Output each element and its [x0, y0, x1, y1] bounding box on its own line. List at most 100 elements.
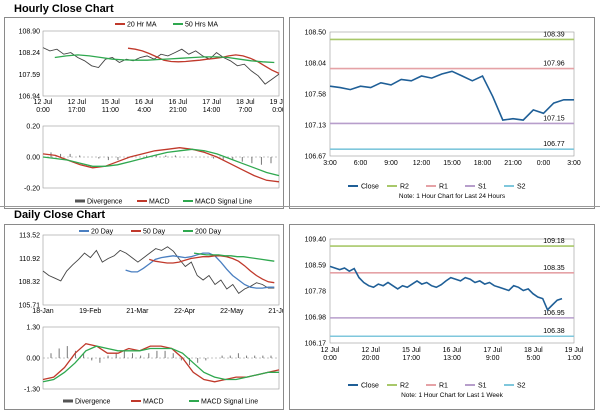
hourly-levels-ytick: 106.67: [305, 154, 327, 161]
daily-levels-ytick: 107.78: [305, 289, 327, 296]
daily-price-xtick: 21-Mar: [126, 308, 149, 315]
daily-levels-series-close: [329, 265, 563, 312]
hourly-price-plot-frame: [42, 30, 280, 97]
hourly-macd-legend-label: MACD: [149, 199, 170, 206]
hourly-macd-chart: 0.20 0.00 -0.20 Divergence MACD MACD Signal L…: [24, 124, 280, 206]
daily-macd-ytick: 0.00: [26, 356, 40, 363]
daily-levels-level-label-r1: 108.35: [543, 265, 565, 272]
daily-price-xtick: 19-Feb: [79, 308, 101, 315]
daily-levels-legend-label: S1: [478, 383, 487, 390]
hourly-levels-caption: Note: 1 Hour Chart for Last 24 Hours: [399, 193, 506, 200]
daily-levels-caption: Note: 1 Hour Chart for Last 1 Week: [401, 392, 504, 399]
daily-macd-ytick: 1.30: [26, 325, 40, 332]
hourly-macd-ytick: 0.00: [26, 155, 40, 162]
daily-levels-level-label-r2: 109.18: [543, 238, 565, 245]
daily-price-xtick: 22-Apr: [174, 308, 196, 315]
daily-levels-ytick: 109.40: [305, 237, 327, 244]
hourly-macd-legend-label: MACD Signal Line: [195, 199, 252, 206]
section-divider: [0, 206, 600, 207]
daily-levels-legend-label: Close: [361, 383, 379, 390]
daily-price-xtick: 22-May: [220, 308, 244, 315]
daily-levels-level-label-s1: 106.95: [543, 310, 565, 317]
daily-levels-xtick: 16 Jul 13:00: [443, 347, 462, 362]
daily-levels-legend-label: R2: [400, 383, 409, 390]
hourly-price-xtick: 16 Jul 4:00: [135, 99, 154, 114]
daily-levels-level-label-s2: 106.38: [543, 328, 565, 335]
hourly-levels-ytick: 108.04: [305, 61, 327, 68]
daily-price-legend-label: 50 Day: [143, 229, 166, 236]
hourly-levels-xtick: 9:00: [384, 160, 398, 167]
hourly-price-legend-label: 20 Hr MA: [127, 22, 157, 29]
hourly-levels-xtick: 18:00: [474, 160, 492, 167]
hourly-levels-legend-label: S2: [517, 184, 526, 191]
hourly-price-ytick: 108.24: [19, 50, 41, 57]
daily-levels-ytick: 106.98: [305, 315, 327, 322]
hourly-levels-level-label-r1: 107.96: [543, 61, 565, 68]
daily-levels-xtick: 12 Jul 20:00: [361, 347, 380, 362]
hourly-price-xtick: 16 Jul 21:00: [169, 99, 188, 114]
daily-levels-xtick: 12 Jul 0:00: [321, 347, 340, 362]
hourly-price-ytick: 108.90: [19, 29, 41, 36]
daily-price-ytick: 113.52: [19, 233, 40, 240]
hourly-levels-level-label-s2: 106.77: [543, 141, 565, 148]
daily-levels-plot-frame: [329, 238, 575, 344]
hourly-price-xtick: 15 Jul 11:00: [101, 99, 120, 114]
daily-levels-ytick: 106.17: [305, 341, 327, 348]
daily-levels-xtick: 17 Jul 9:00: [483, 347, 502, 362]
hourly-price-xtick: 12 Jul 0:00: [34, 99, 53, 114]
daily-levels-xtick: 15 Jul 17:00: [402, 347, 421, 362]
hourly-price-series-20-hr-ma: [127, 47, 280, 74]
daily-price-plot-frame: [42, 234, 280, 306]
hourly-levels-series-close: [329, 70, 574, 121]
daily-right-panel: 109.40 108.59 107.78 106.98 106.17 12 Jul 0:00…: [289, 224, 595, 410]
hourly-section-title: Hourly Close Chart: [14, 3, 114, 15]
hourly-levels-xtick: 12:00: [413, 160, 431, 167]
hourly-levels-legend-label: S1: [478, 184, 487, 191]
hourly-levels-ytick: 107.58: [305, 92, 327, 99]
hourly-price-xtick: 17 Jul 14:00: [202, 99, 221, 114]
hourly-levels-legend-label: R2: [400, 184, 409, 191]
daily-macd-ytick: -1.30: [24, 387, 40, 394]
hourly-levels-ytick: 108.50: [305, 30, 327, 37]
daily-price-series-200-day: [193, 252, 275, 262]
hourly-price-series-price: [42, 47, 280, 85]
daily-section-title: Daily Close Chart: [14, 209, 106, 221]
hourly-macd-legend-label: Divergence: [87, 199, 123, 206]
hourly-price-xtick: 18 Jul 7:00: [236, 99, 255, 114]
daily-macd-chart: 1.30 0.00 -1.30 Divergence MACD MACD Signal L…: [24, 325, 280, 406]
hourly-levels-level-label-r2: 108.39: [543, 31, 565, 38]
hourly-price-ytick: 107.59: [19, 72, 41, 79]
daily-macd-legend-label: Divergence: [75, 399, 111, 406]
daily-price-legend-label: 20 Day: [91, 229, 114, 236]
daily-levels-legend-label: R1: [439, 383, 448, 390]
daily-price-xtick: 18-Jan: [32, 308, 54, 315]
daily-price-ytick: 108.32: [19, 279, 41, 286]
hourly-levels-xtick: 21:00: [504, 160, 522, 167]
daily-macd-series-macd: [42, 342, 280, 383]
hourly-levels-legend-label: Close: [361, 184, 379, 191]
daily-macd-legend-label: MACD Signal Line: [201, 399, 258, 406]
hourly-levels-ytick: 107.13: [305, 123, 327, 130]
hourly-right-panel: 108.50 108.04 107.58 107.13 106.67 3:00 6:00 9:…: [289, 17, 595, 209]
hourly-levels-legend-label: R1: [439, 184, 448, 191]
daily-price-xtick: 21-Jun: [268, 308, 283, 315]
daily-left-panel: 113.52 110.92 108.32 105.71 18-Jan 19-Feb 21-M…: [4, 224, 284, 410]
hourly-levels-xtick: 15:00: [443, 160, 461, 167]
daily-price-series-50-day: [149, 255, 275, 284]
hourly-levels-xtick: 3:00: [567, 160, 581, 167]
daily-macd-series-signal: [42, 345, 279, 383]
daily-price-ytick: 110.92: [19, 256, 40, 263]
daily-levels-xtick: 18 Jul 5:00: [524, 347, 543, 362]
hourly-price-series-50-hrs-ma: [54, 54, 275, 64]
hourly-macd-series-signal: [42, 148, 280, 177]
hourly-left-panel: 108.90 108.24 107.59 106.94 12 Jul 0:00 12 Jul…: [4, 17, 284, 209]
hourly-levels-xtick: 0:00: [537, 160, 551, 167]
daily-price-ytick: 105.71: [19, 303, 41, 310]
hourly-price-legend-label: 50 Hrs MA: [185, 22, 218, 29]
daily-price-series-price: [42, 246, 275, 295]
